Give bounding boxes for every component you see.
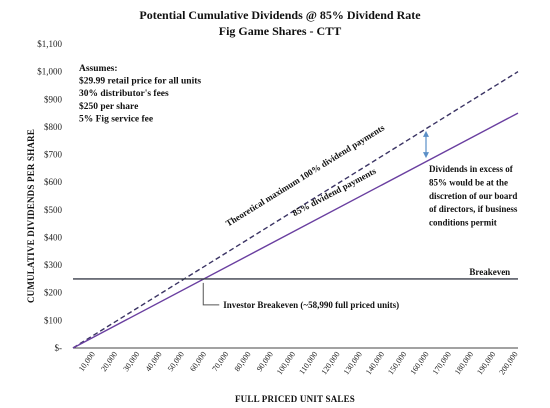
y-tick-label: $800 bbox=[44, 122, 63, 132]
y-tick-label: $1,100 bbox=[37, 39, 62, 49]
chart-subtitle: Fig Game Shares - CTT bbox=[219, 24, 341, 38]
excess-text-line: Dividends in excess of bbox=[429, 164, 514, 174]
excess-dividends-annotation: Dividends in excess of 85% would be at th… bbox=[423, 130, 518, 228]
x-tick-label: 40,000 bbox=[144, 350, 164, 373]
excess-arrow-head-bottom bbox=[423, 152, 429, 159]
excess-text-line: 85% would be at the bbox=[429, 177, 508, 187]
x-tick-label: 20,000 bbox=[99, 350, 119, 373]
y-tick-labels: $- $100 $200 $300 $400 $500 $600 $700 $800 $900 $1… bbox=[37, 39, 62, 353]
assumption-line: $29.99 retail price for all units bbox=[79, 76, 201, 87]
x-tick-label: 150,000 bbox=[386, 350, 408, 376]
x-tick-label: 140,000 bbox=[364, 350, 386, 376]
assumption-line: 30% distributor's fees bbox=[79, 89, 169, 99]
excess-text-line: conditions permit bbox=[429, 218, 497, 228]
excess-arrow-head-top bbox=[423, 130, 429, 137]
y-tick-label: $700 bbox=[44, 150, 63, 160]
x-tick-label: 80,000 bbox=[233, 350, 253, 373]
assumption-line: 5% Fig service fee bbox=[79, 114, 153, 124]
y-tick-label: $200 bbox=[44, 288, 63, 298]
investor-breakeven-leader bbox=[202, 282, 220, 306]
y-tick-label: $500 bbox=[44, 205, 63, 215]
x-tick-label: 30,000 bbox=[121, 350, 141, 373]
chart-title: Potential Cumulative Dividends @ 85% Div… bbox=[139, 8, 421, 22]
series-line bbox=[72, 71, 519, 349]
excess-text-line: of directors, if business bbox=[429, 204, 518, 214]
x-tick-label: 110,000 bbox=[297, 350, 319, 376]
excess-dividends-text: Dividends in excess of 85% would be at th… bbox=[429, 164, 518, 228]
assumptions-note: Assumes: $29.99 retail price for all unit… bbox=[79, 64, 201, 124]
y-tick-label: $- bbox=[55, 343, 63, 353]
y-tick-label: $600 bbox=[44, 177, 63, 187]
x-tick-label: 130,000 bbox=[342, 350, 364, 376]
y-tick-label: $1,000 bbox=[37, 67, 62, 77]
y-tick-label: $300 bbox=[44, 260, 63, 270]
y-tick-label: $100 bbox=[44, 315, 63, 325]
y-axis-label: CUMULATIVE DIVIDENDS PER SHARE bbox=[26, 129, 36, 303]
y-tick-label: $400 bbox=[44, 232, 63, 242]
x-tick-labels: 10,000 20,000 30,000 40,000 50,000 60,000 70,0… bbox=[77, 350, 520, 376]
assumption-line: $250 per share bbox=[79, 101, 138, 112]
y-tick-label: $900 bbox=[44, 94, 63, 104]
excess-text-line: discretion of our board bbox=[429, 191, 517, 201]
x-tick-label: 90,000 bbox=[255, 350, 275, 373]
investor-breakeven-annotation: Investor Breakeven (~58,990 full priced … bbox=[202, 282, 399, 310]
x-tick-label: 120,000 bbox=[319, 350, 341, 376]
series-line bbox=[72, 112, 519, 349]
x-tick-label: 60,000 bbox=[188, 350, 208, 373]
x-tick-label: 100,000 bbox=[275, 350, 297, 376]
x-axis-label: FULL PRICED UNIT SALES bbox=[235, 394, 355, 404]
assumption-line: Assumes: bbox=[79, 64, 118, 74]
x-tick-label: 170,000 bbox=[431, 350, 453, 376]
x-tick-label: 160,000 bbox=[408, 350, 430, 376]
x-tick-label: 70,000 bbox=[210, 350, 230, 373]
series-lines bbox=[72, 71, 519, 349]
investor-breakeven-label: Investor Breakeven (~58,990 full priced … bbox=[223, 300, 399, 310]
x-tick-label: 10,000 bbox=[77, 350, 97, 373]
x-tick-label: 190,000 bbox=[475, 350, 497, 376]
x-tick-label: 200,000 bbox=[497, 350, 519, 376]
x-tick-label: 180,000 bbox=[453, 350, 475, 376]
x-tick-label: 50,000 bbox=[166, 350, 186, 373]
series-label: Breakeven bbox=[469, 267, 510, 277]
